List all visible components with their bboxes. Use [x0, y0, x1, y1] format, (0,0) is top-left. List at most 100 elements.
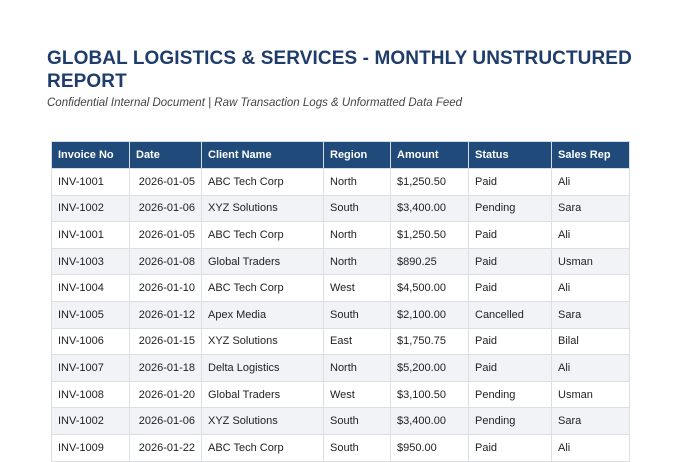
transactions-table-container: Invoice No Date Client Name Region Amoun…	[51, 141, 630, 462]
cell-date: 2026-01-05	[129, 221, 202, 249]
col-header-region: Region	[323, 141, 391, 169]
cell-status: Paid	[468, 433, 552, 462]
cell-amount: $3,400.00	[390, 407, 469, 435]
cell-region: West	[323, 274, 391, 302]
cell-amount: $3,100.50	[390, 380, 469, 409]
cell-status: Paid	[468, 354, 552, 382]
cell-invoice: INV-1004	[51, 274, 130, 302]
cell-date: 2026-01-12	[129, 300, 202, 329]
cell-sales-rep: Usman	[551, 247, 630, 276]
table-row: INV-1001 2026-01-05 ABC Tech Corp North …	[51, 221, 630, 249]
cell-sales-rep: Sara	[551, 300, 630, 329]
cell-sales-rep: Bilal	[551, 327, 630, 356]
cell-client: Global Traders	[201, 380, 324, 409]
cell-invoice: INV-1003	[51, 247, 130, 276]
cell-amount: $1,750.75	[390, 327, 469, 356]
cell-status: Pending	[468, 194, 552, 223]
cell-status: Paid	[468, 247, 552, 276]
table-row: INV-1005 2026-01-12 Apex Media South $2,…	[51, 300, 630, 329]
cell-amount: $4,500.00	[390, 274, 469, 302]
cell-sales-rep: Ali	[551, 168, 630, 196]
cell-status: Paid	[468, 274, 552, 302]
cell-invoice: INV-1001	[51, 221, 130, 249]
table-row: INV-1002 2026-01-06 XYZ Solutions South …	[51, 194, 630, 223]
cell-sales-rep: Sara	[551, 194, 630, 223]
col-header-sales-rep: Sales Rep	[551, 141, 630, 169]
cell-client: Apex Media	[201, 300, 324, 329]
table-row: INV-1007 2026-01-18 Delta Logistics Nort…	[51, 354, 630, 382]
cell-status: Paid	[468, 327, 552, 356]
cell-date: 2026-01-18	[129, 354, 202, 382]
table-row: INV-1008 2026-01-20 Global Traders West …	[51, 380, 630, 409]
cell-region: South	[323, 194, 391, 223]
cell-invoice: INV-1002	[51, 194, 130, 223]
cell-sales-rep: Ali	[551, 221, 630, 249]
cell-invoice: INV-1007	[51, 354, 130, 382]
cell-amount: $5,200.00	[390, 354, 469, 382]
col-header-client: Client Name	[201, 141, 324, 169]
cell-region: North	[323, 168, 391, 196]
cell-status: Pending	[468, 380, 552, 409]
cell-status: Paid	[468, 221, 552, 249]
table-row: INV-1006 2026-01-15 XYZ Solutions East $…	[51, 327, 630, 356]
col-header-date: Date	[129, 141, 202, 169]
report-title: GLOBAL LOGISTICS & SERVICES - MONTHLY UN…	[47, 48, 632, 92]
cell-amount: $2,100.00	[390, 300, 469, 329]
cell-date: 2026-01-20	[129, 380, 202, 409]
cell-client: Global Traders	[201, 247, 324, 276]
cell-date: 2026-01-08	[129, 247, 202, 276]
cell-date: 2026-01-06	[129, 407, 202, 435]
table-row: INV-1001 2026-01-05 ABC Tech Corp North …	[51, 168, 630, 196]
cell-region: North	[323, 354, 391, 382]
cell-region: North	[323, 221, 391, 249]
cell-date: 2026-01-06	[129, 194, 202, 223]
cell-region: West	[323, 380, 391, 409]
cell-region: South	[323, 407, 391, 435]
cell-region: East	[323, 327, 391, 356]
col-header-status: Status	[468, 141, 552, 169]
table-row: INV-1004 2026-01-10 ABC Tech Corp West $…	[51, 274, 630, 302]
cell-client: ABC Tech Corp	[201, 433, 324, 462]
cell-sales-rep: Ali	[551, 354, 630, 382]
cell-client: XYZ Solutions	[201, 327, 324, 356]
cell-invoice: INV-1001	[51, 168, 130, 196]
cell-region: North	[323, 247, 391, 276]
transactions-table: Invoice No Date Client Name Region Amoun…	[51, 141, 630, 462]
cell-amount: $1,250.50	[390, 221, 469, 249]
report-subtitle: Confidential Internal Document | Raw Tra…	[47, 97, 463, 109]
cell-date: 2026-01-22	[129, 433, 202, 462]
table-row: INV-1002 2026-01-06 XYZ Solutions South …	[51, 407, 630, 435]
table-row: INV-1003 2026-01-08 Global Traders North…	[51, 247, 630, 276]
col-header-invoice: Invoice No	[51, 141, 130, 169]
cell-date: 2026-01-15	[129, 327, 202, 356]
cell-client: ABC Tech Corp	[201, 221, 324, 249]
cell-sales-rep: Usman	[551, 380, 630, 409]
cell-amount: $3,400.00	[390, 194, 469, 223]
cell-sales-rep: Ali	[551, 274, 630, 302]
cell-client: XYZ Solutions	[201, 407, 324, 435]
table-row: INV-1009 2026-01-22 ABC Tech Corp South …	[51, 433, 630, 462]
cell-sales-rep: Ali	[551, 433, 630, 462]
cell-invoice: INV-1008	[51, 380, 130, 409]
cell-invoice: INV-1009	[51, 433, 130, 462]
cell-sales-rep: Sara	[551, 407, 630, 435]
cell-client: ABC Tech Corp	[201, 168, 324, 196]
cell-status: Pending	[468, 407, 552, 435]
col-header-amount: Amount	[390, 141, 469, 169]
cell-date: 2026-01-10	[129, 274, 202, 302]
cell-amount: $1,250.50	[390, 168, 469, 196]
cell-region: South	[323, 433, 391, 462]
cell-amount: $890.25	[390, 247, 469, 276]
cell-date: 2026-01-05	[129, 168, 202, 196]
cell-invoice: INV-1005	[51, 300, 130, 329]
cell-client: Delta Logistics	[201, 354, 324, 382]
cell-status: Cancelled	[468, 300, 552, 329]
cell-client: ABC Tech Corp	[201, 274, 324, 302]
table-header-row: Invoice No Date Client Name Region Amoun…	[51, 141, 630, 169]
cell-amount: $950.00	[390, 433, 469, 462]
cell-status: Paid	[468, 168, 552, 196]
cell-invoice: INV-1002	[51, 407, 130, 435]
cell-invoice: INV-1006	[51, 327, 130, 356]
cell-region: South	[323, 300, 391, 329]
cell-client: XYZ Solutions	[201, 194, 324, 223]
